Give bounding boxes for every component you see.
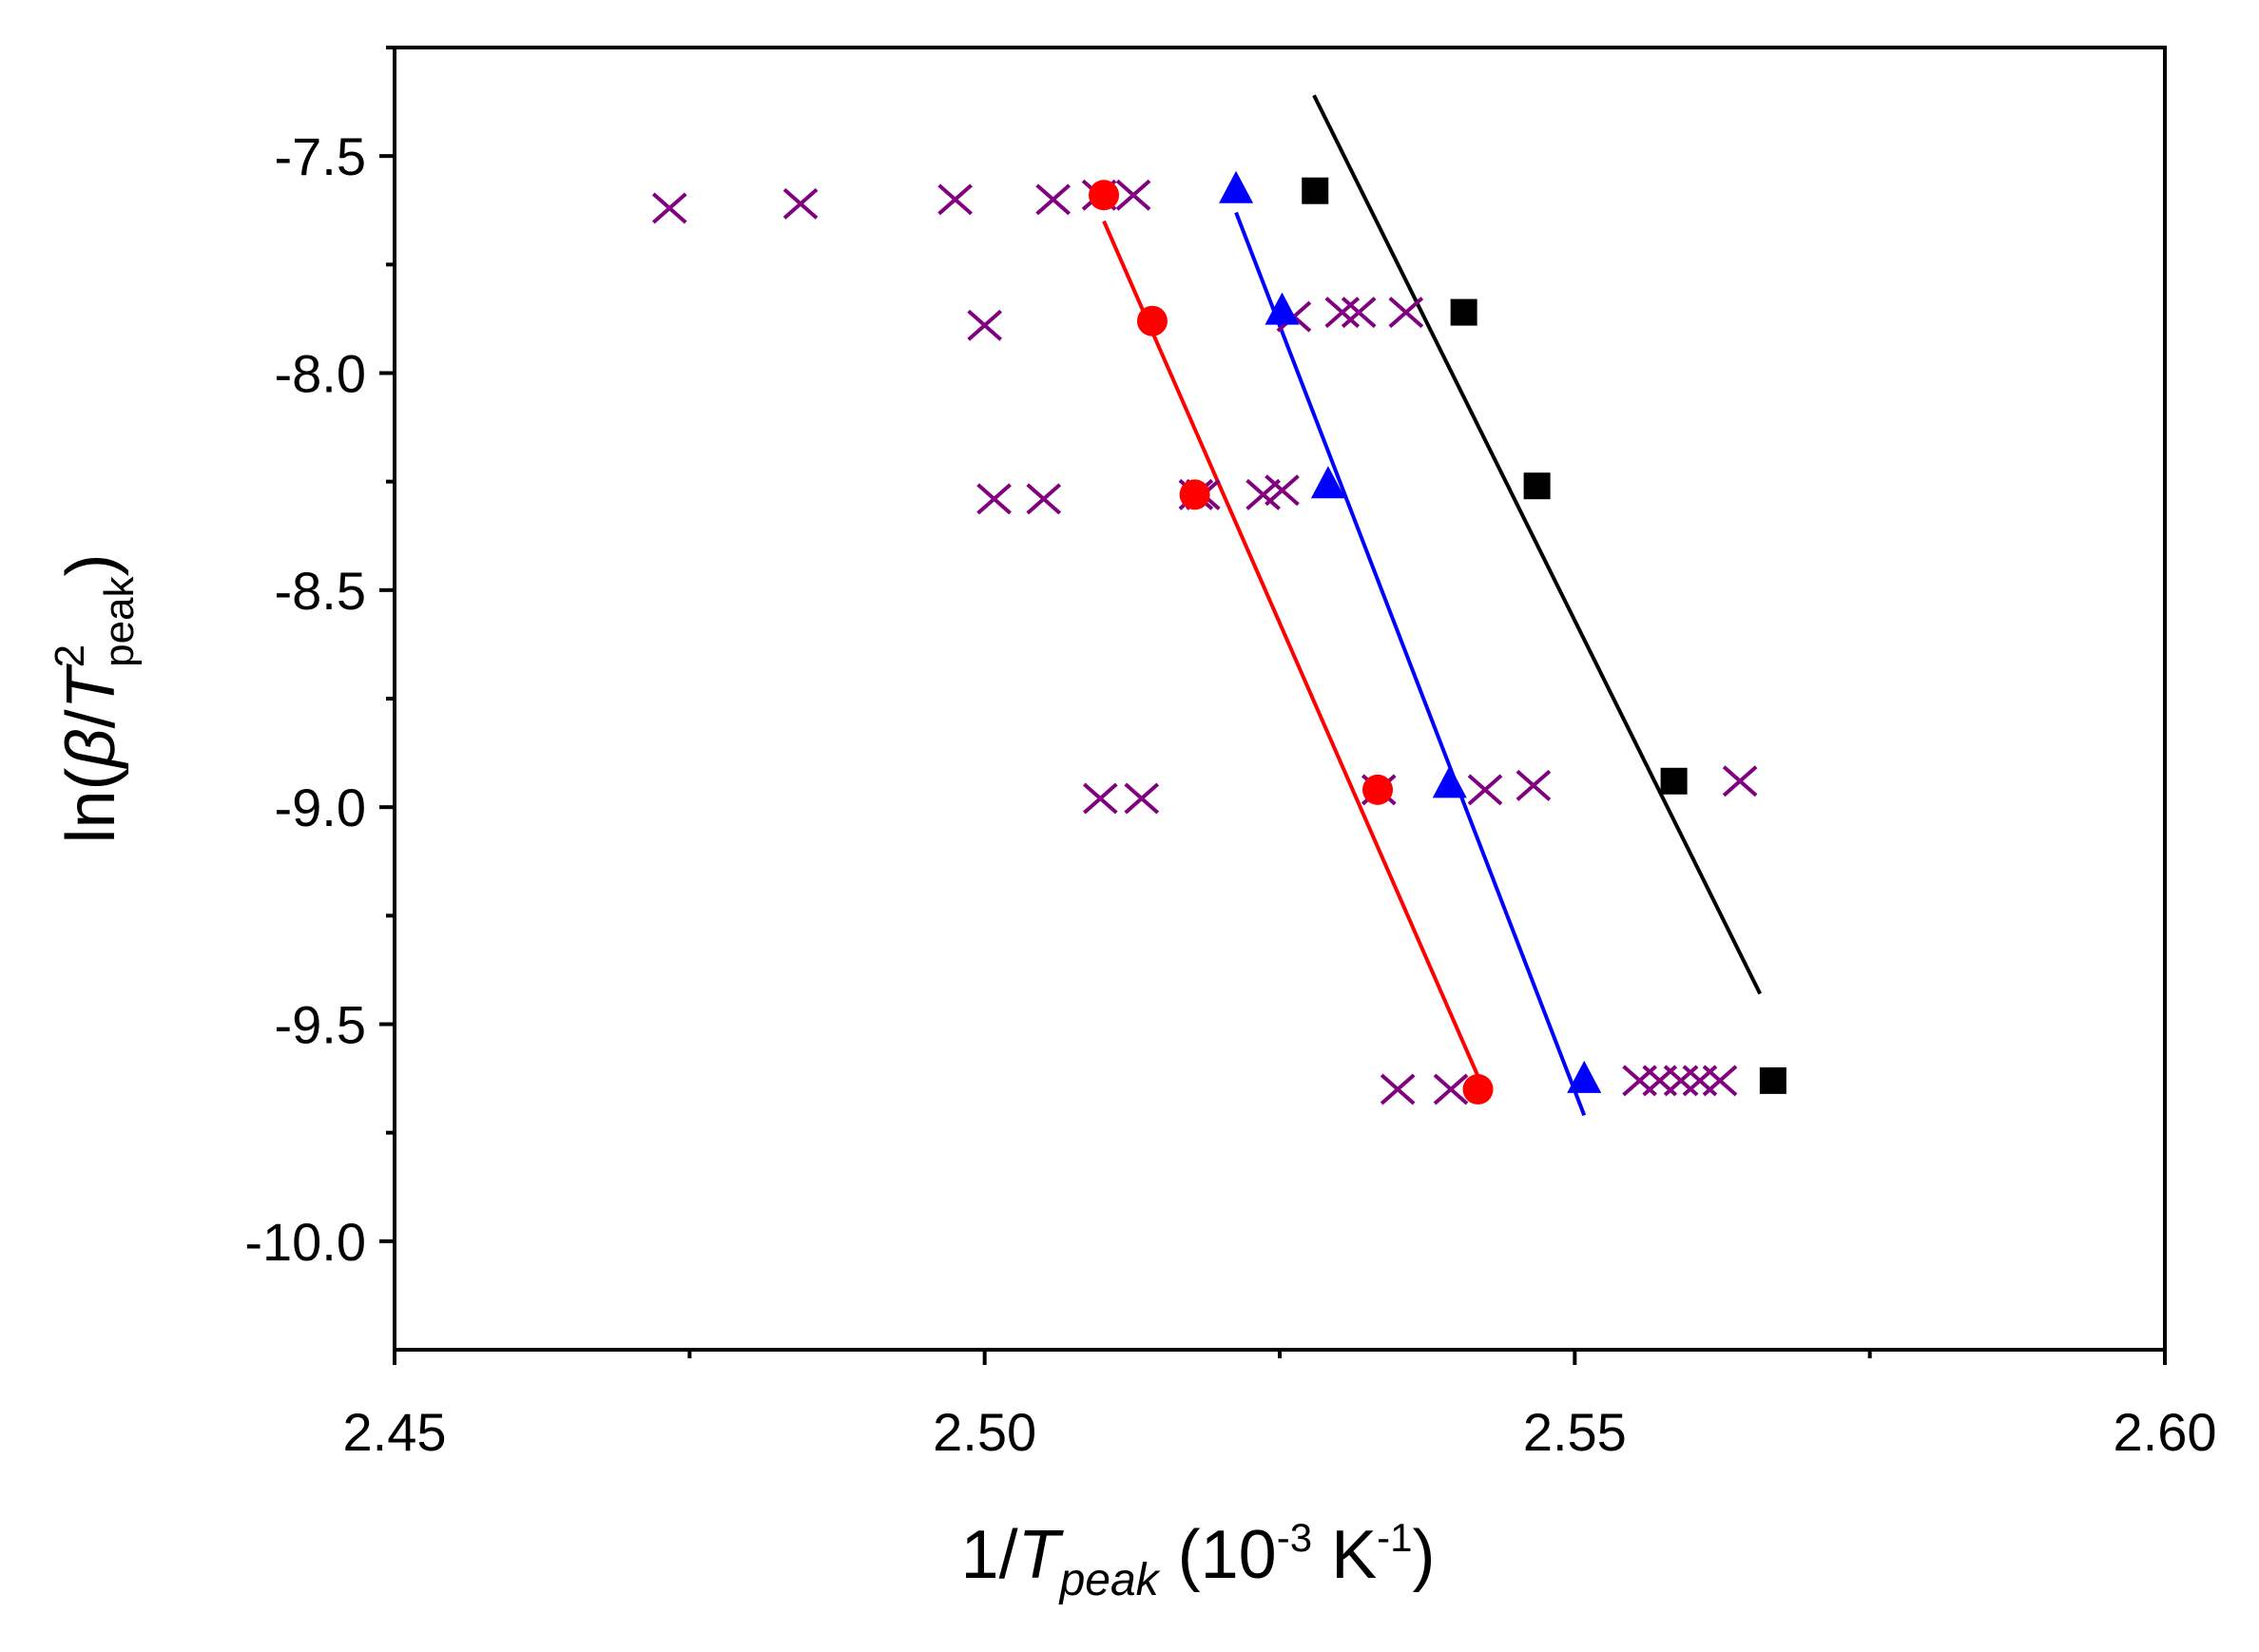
y-tick-label: -10.0 (244, 1212, 366, 1272)
x-title-sub: peak (1058, 1555, 1162, 1605)
x-tick-label: 2.45 (343, 1402, 447, 1462)
fit-lines (1104, 95, 1760, 1115)
y-title-beta: β (53, 728, 129, 769)
marker-cross (1342, 298, 1375, 327)
marker-circle (1463, 1074, 1494, 1105)
marker-square (1661, 768, 1688, 795)
y-title-prefix: ln( (53, 767, 129, 843)
marker-triangle (1567, 1061, 1601, 1093)
x-title-unit-mid: K (1312, 1517, 1377, 1593)
marker-square (1760, 1067, 1786, 1094)
chart: 2.45 2.50 2.55 2.60 -7.5 -8.0 -8.5 -9.0 -9.5 -10.… (0, 0, 2259, 1652)
y-title-sub: peak (96, 575, 143, 666)
y-title-var: T (53, 663, 129, 709)
marker-cross (1381, 1075, 1414, 1104)
marker-cross (1028, 485, 1060, 513)
marker-cross (969, 311, 1001, 339)
x-tick-label: 2.60 (2114, 1402, 2217, 1462)
x-title-var: T (1018, 1517, 1065, 1593)
marker-square (1451, 299, 1477, 326)
x-tick-label: 2.55 (1523, 1402, 1627, 1462)
y-tick-label: -7.5 (275, 126, 367, 186)
x-title-unit-exp2: -1 (1377, 1515, 1412, 1560)
y-title-close: ) (53, 553, 129, 576)
marker-cross (1435, 1075, 1467, 1104)
marker-cross (939, 185, 972, 214)
marker-cross (1724, 767, 1756, 796)
marker-cross (1517, 771, 1550, 799)
y-title-sup: 2 (47, 644, 93, 667)
marker-cross (978, 485, 1011, 513)
x-title-unit-exp1: -3 (1277, 1515, 1312, 1560)
marker-cross (1084, 784, 1116, 813)
marker-cross (1326, 298, 1359, 327)
marker-square (1524, 472, 1551, 499)
x-title-unit-open: (10 (1159, 1517, 1277, 1593)
plot-frame (395, 48, 2165, 1350)
marker-square (1302, 178, 1328, 204)
marker-cross (1117, 181, 1149, 209)
marker-circle (1089, 180, 1119, 210)
marker-cross (1390, 298, 1422, 327)
data-markers (653, 171, 1786, 1105)
marker-cross (1126, 784, 1158, 813)
marker-circle (1137, 306, 1168, 336)
marker-cross (1037, 185, 1070, 214)
fit-line-square (1314, 95, 1760, 993)
marker-cross (1665, 1066, 1697, 1095)
axis-ticks: 2.45 2.50 2.55 2.60 -7.5 -8.0 -8.5 -9.0 -9.5 -10.… (244, 48, 2216, 1462)
y-tick-label: -8.5 (275, 561, 367, 621)
marker-circle (1362, 775, 1393, 805)
x-title-prefix: 1/ (961, 1517, 1018, 1593)
x-tick-label: 2.50 (933, 1402, 1036, 1462)
y-title-slash: / (53, 709, 129, 728)
marker-circle (1180, 479, 1210, 509)
marker-cross (1704, 1066, 1736, 1095)
marker-triangle (1219, 171, 1253, 203)
marker-triangle (1433, 765, 1467, 797)
y-tick-label: -9.5 (275, 995, 367, 1055)
marker-cross (1469, 776, 1501, 804)
y-axis-title: ln(β/T2peak) (47, 553, 143, 843)
y-tick-label: -9.0 (275, 778, 367, 837)
marker-cross (784, 189, 817, 218)
marker-cross (653, 194, 685, 222)
x-title-unit-close: ) (1412, 1517, 1435, 1593)
fit-line-triangle (1236, 213, 1584, 1116)
fit-line-circle (1104, 221, 1478, 1077)
x-axis-title: 1/Tpeak (10-3 K-1) (961, 1515, 1436, 1605)
y-tick-label: -8.0 (275, 344, 367, 404)
